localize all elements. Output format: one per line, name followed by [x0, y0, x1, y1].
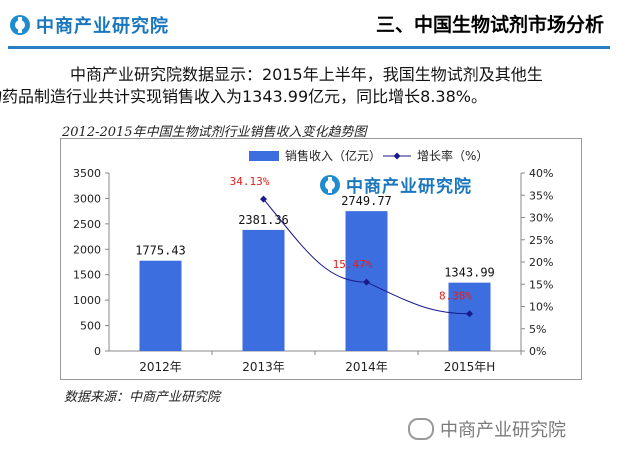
brand-logo: 中商产业研究院 [10, 12, 169, 38]
y-right-tick-label: 15% [529, 278, 553, 291]
y-left-tick-label: 1000 [73, 294, 101, 307]
x-tick-label: 2015年H [444, 360, 496, 374]
legend-bar-swatch [249, 151, 279, 161]
legend-line-marker [393, 152, 401, 160]
y-right-tick-label: 20% [529, 256, 553, 269]
bar-value-label: 2749.77 [341, 194, 392, 208]
brand-logo-icon [10, 15, 30, 35]
data-source: 数据来源：中商产业研究院 [64, 390, 221, 405]
y-right-tick-label: 25% [529, 234, 553, 247]
x-tick-label: 2012年 [139, 360, 182, 374]
slide-header: 中商产业研究院 三、中国生物试剂市场分析 [0, 0, 618, 44]
x-tick-label: 2014年 [345, 360, 388, 374]
wechat-icon [408, 418, 434, 440]
section-title: 三、中国生物试剂市场分析 [375, 14, 604, 36]
growth-rate-label: 15.47% [333, 258, 373, 271]
wechat-watermark: 中商产业研究院 [408, 416, 566, 442]
y-left-tick-label: 1500 [73, 269, 101, 282]
intro-paragraph: 中商产业研究院数据显示：2015年上半年，我国生物试剂及其他生 物药品制造行业共… [0, 64, 596, 108]
legend-bar-label: 销售收入（亿元） [285, 148, 381, 163]
y-right-tick-label: 30% [529, 212, 553, 225]
combo-chart: 0 500 1000 1500 2000 2500 3000 3500 0% 5% 10% 15% 20… [73, 148, 553, 374]
bar-value-label: 1775.43 [135, 244, 186, 258]
brand-name: 中商产业研究院 [36, 16, 169, 37]
growth-rate-label: 34.13% [230, 175, 270, 188]
y-left-tick-label: 3000 [73, 192, 101, 205]
header-divider [8, 46, 610, 49]
x-tick-label: 2013年 [242, 360, 285, 374]
y-left-tick-label: 500 [80, 320, 101, 333]
y-left-tick-label: 3500 [73, 167, 101, 180]
chart-frame: 0 500 1000 1500 2000 2500 3000 3500 0% 5% 10% 15% 20… [60, 138, 582, 380]
y-right-tick-label: 40% [529, 167, 553, 180]
chart-brand-logo: 中商产业研究院 [320, 172, 472, 197]
growth-rate-point [466, 310, 473, 318]
bar [242, 229, 285, 351]
growth-rate-point [363, 278, 370, 286]
growth-rate-point [260, 195, 267, 203]
bar-value-label: 1343.99 [444, 266, 495, 280]
legend-line-label: 增长率（%） [417, 148, 488, 163]
y-right-tick-label: 5% [529, 323, 546, 336]
intro-line-2: 物药品制造行业共计实现销售收入为1343.99亿元，同比增长8.38%。 [0, 87, 487, 106]
watermark-text: 中商产业研究院 [440, 420, 566, 441]
y-right-tick-label: 10% [529, 301, 553, 314]
y-right-tick-label: 35% [529, 189, 553, 202]
y-left-tick-label: 2500 [73, 218, 101, 231]
chart-title: 2012-2015年中国生物试剂行业销售收入变化趋势图 [62, 125, 367, 140]
y-left-tick-label: 0 [94, 345, 101, 358]
bar [139, 260, 182, 351]
chart-brand-name: 中商产业研究院 [346, 177, 472, 197]
bar-value-label: 2381.36 [238, 213, 289, 227]
y-right-tick-label: 0% [529, 345, 546, 358]
chart-brand-icon [320, 174, 340, 195]
y-left-tick-label: 2000 [73, 243, 101, 256]
growth-rate-label: 8.38% [439, 290, 472, 303]
intro-line-1: 中商产业研究院数据显示：2015年上半年，我国生物试剂及其他生 [70, 65, 543, 84]
